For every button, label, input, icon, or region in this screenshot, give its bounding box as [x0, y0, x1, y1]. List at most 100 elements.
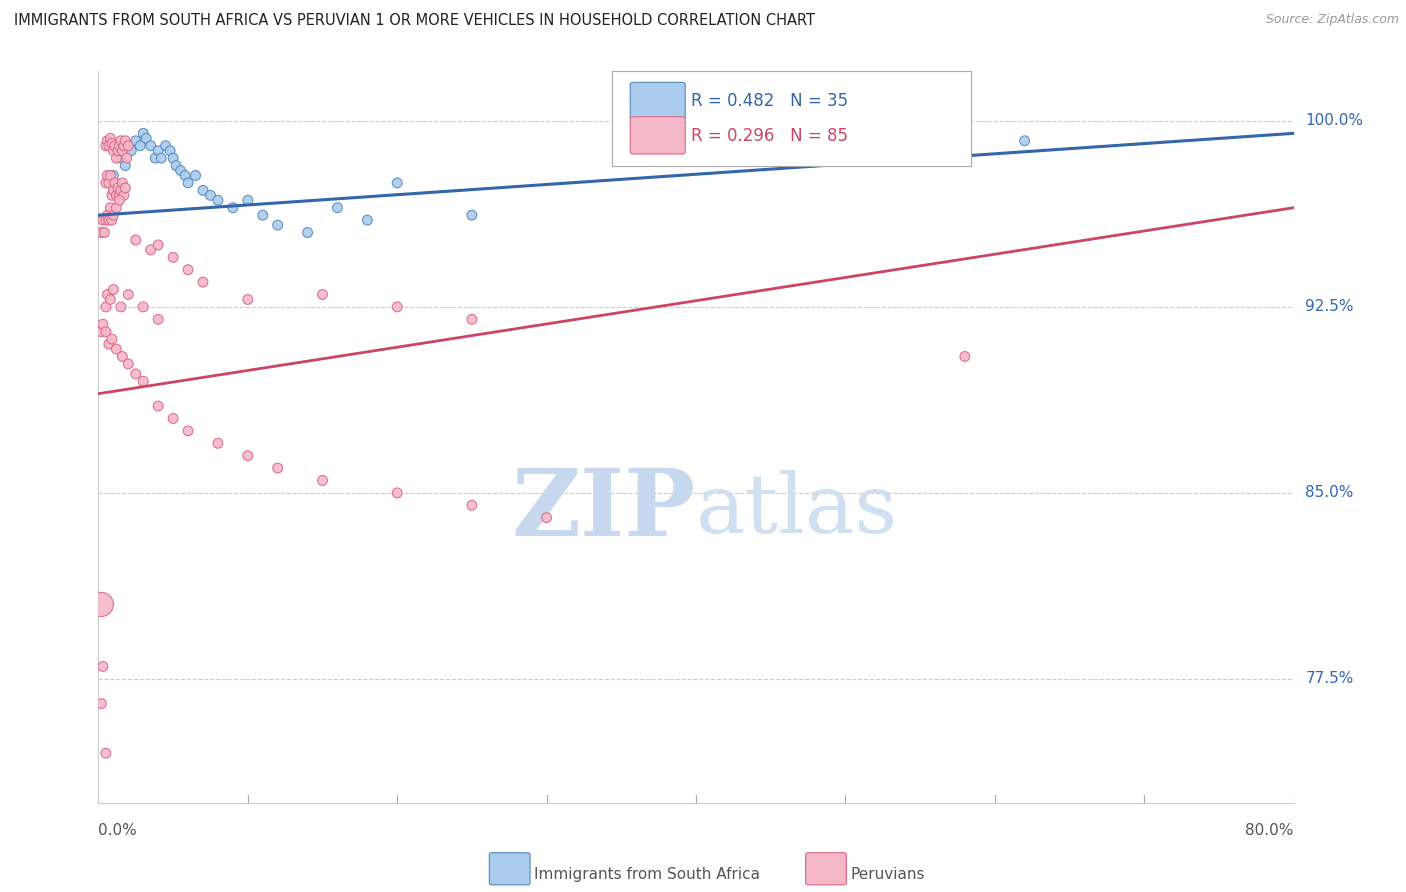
Point: [177, 176, 200, 190]
Text: 1 or more Vehicles in Household: 1 or more Vehicles in Household: [0, 313, 4, 561]
Point: [101, 188, 124, 202]
Point: [165, 159, 187, 173]
Text: 85.0%: 85.0%: [1306, 485, 1354, 500]
Point: [104, 138, 127, 153]
Point: [91, 659, 114, 673]
Point: [94, 176, 117, 190]
Point: [90, 697, 112, 711]
Point: [132, 300, 155, 314]
Point: [461, 312, 484, 326]
Point: [169, 163, 191, 178]
Point: [97, 213, 120, 227]
Point: [311, 474, 333, 488]
Point: [222, 201, 245, 215]
Text: 80.0%: 80.0%: [1246, 822, 1294, 838]
Point: [107, 181, 129, 195]
Point: [297, 226, 319, 240]
Point: [110, 183, 132, 197]
Text: Peruvians: Peruvians: [851, 867, 925, 881]
Point: [148, 144, 170, 158]
Point: [98, 201, 122, 215]
Point: [97, 138, 120, 153]
Point: [200, 188, 222, 202]
Point: [96, 287, 118, 301]
Point: [96, 134, 118, 148]
Point: [112, 138, 135, 153]
Text: Immigrants from South Africa: Immigrants from South Africa: [534, 867, 761, 881]
Point: [311, 287, 333, 301]
Point: [162, 411, 184, 425]
Point: [98, 169, 122, 183]
Point: [177, 262, 200, 277]
Point: [139, 243, 162, 257]
Point: [252, 208, 274, 222]
Point: [125, 233, 148, 247]
Point: [117, 138, 139, 153]
Point: [103, 183, 125, 197]
Point: [120, 144, 142, 158]
Point: [110, 300, 132, 314]
Point: [385, 486, 409, 500]
Point: [103, 144, 125, 158]
Point: [125, 367, 148, 381]
Point: [148, 312, 170, 326]
Point: [207, 436, 229, 450]
Point: [461, 208, 484, 222]
Text: 77.5%: 77.5%: [1306, 672, 1354, 686]
Point: [267, 461, 290, 475]
Point: [117, 138, 139, 153]
Point: [105, 188, 128, 202]
Point: [115, 151, 138, 165]
Point: [111, 350, 134, 364]
Text: 92.5%: 92.5%: [1306, 300, 1354, 314]
Point: [159, 144, 181, 158]
FancyBboxPatch shape: [630, 117, 685, 154]
Point: [96, 169, 118, 183]
Point: [94, 138, 117, 153]
Point: [135, 131, 157, 145]
Point: [112, 188, 135, 202]
Point: [536, 510, 558, 524]
Point: [111, 144, 134, 158]
Text: Source: ZipAtlas.com: Source: ZipAtlas.com: [1265, 13, 1399, 27]
Point: [105, 342, 128, 356]
Point: [132, 126, 155, 140]
Point: [108, 138, 131, 153]
Point: [177, 424, 200, 438]
Point: [98, 293, 122, 307]
Point: [155, 138, 177, 153]
Point: [97, 337, 120, 351]
Point: [90, 226, 112, 240]
Point: [148, 399, 170, 413]
Text: 0.0%: 0.0%: [98, 822, 138, 838]
Point: [90, 325, 112, 339]
Point: [94, 213, 117, 227]
Point: [117, 287, 139, 301]
Point: [103, 208, 125, 222]
Point: [174, 169, 197, 183]
Text: atlas: atlas: [696, 470, 898, 550]
Point: [125, 134, 148, 148]
Point: [103, 169, 125, 183]
Point: [139, 138, 162, 153]
Text: 100.0%: 100.0%: [1306, 113, 1364, 128]
Point: [162, 250, 184, 264]
Point: [143, 151, 166, 165]
Point: [108, 194, 131, 208]
Point: [114, 159, 136, 173]
Point: [107, 144, 129, 158]
Point: [236, 194, 259, 208]
Point: [101, 136, 124, 151]
Point: [101, 332, 124, 346]
Point: [114, 181, 136, 195]
FancyBboxPatch shape: [630, 82, 685, 120]
Point: [94, 325, 117, 339]
Point: [96, 208, 118, 222]
Point: [1014, 134, 1036, 148]
Point: [105, 201, 128, 215]
Point: [110, 151, 132, 165]
Point: [103, 283, 125, 297]
Point: [461, 498, 484, 512]
FancyBboxPatch shape: [612, 71, 970, 167]
Point: [117, 357, 139, 371]
